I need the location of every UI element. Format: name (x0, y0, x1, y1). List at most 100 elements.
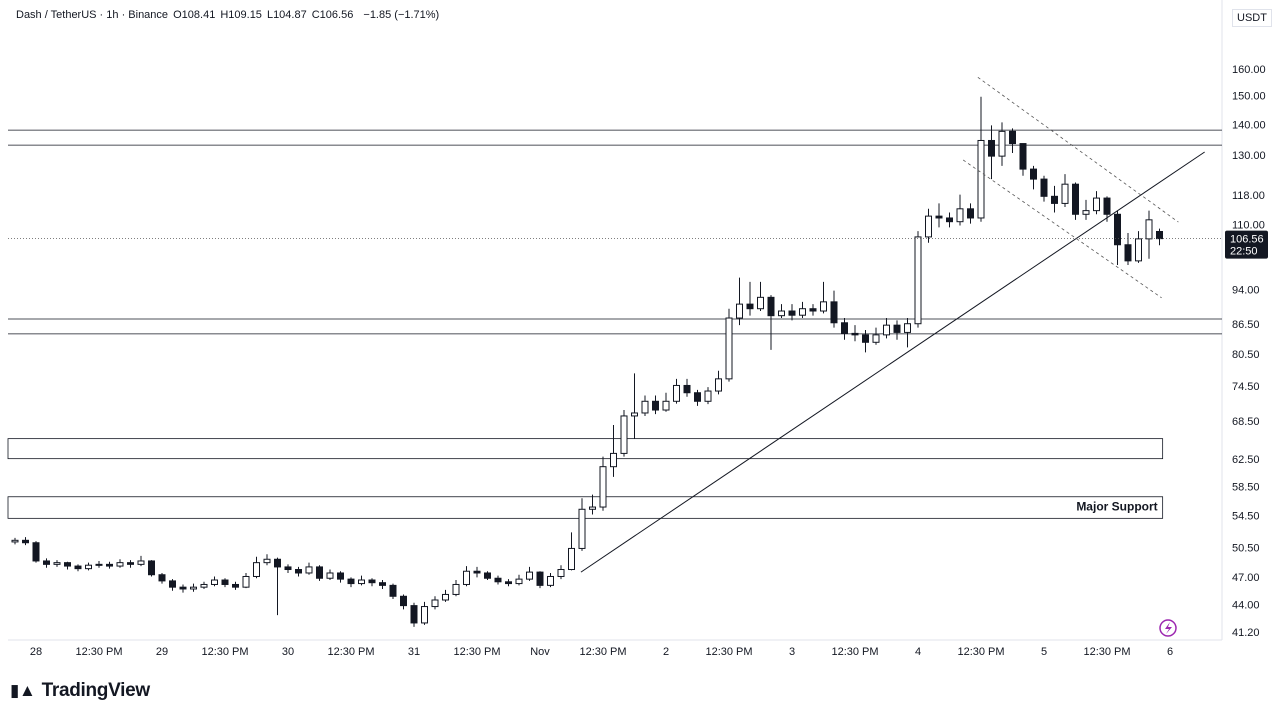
candle-body (568, 547, 575, 571)
y-tick-label: 50.50 (1232, 542, 1260, 554)
y-tick-label: 74.50 (1232, 381, 1260, 393)
candle-body (494, 577, 502, 583)
candle-body (904, 323, 911, 333)
candle-body (232, 583, 239, 588)
candle-body (925, 215, 932, 238)
x-tick-label: 12:30 PM (579, 646, 626, 658)
ohlc-label: C (311, 9, 320, 21)
candle-body (935, 215, 943, 219)
candle-body (190, 586, 197, 590)
candle-body (547, 575, 554, 586)
candle-body (673, 384, 680, 402)
x-tick-label: 12:30 PM (705, 646, 752, 658)
y-tick-label: 58.50 (1232, 481, 1260, 493)
brand-name: TradingView (41, 680, 151, 701)
change: −1.85 (−1.71%) (363, 9, 440, 21)
candle-body (53, 562, 61, 565)
candle-body (221, 579, 229, 585)
y-tick-label: 68.50 (1232, 416, 1260, 428)
y-tick-label: 62.50 (1232, 454, 1260, 466)
candle-body (379, 582, 386, 586)
candle-body (284, 566, 292, 571)
candle-body (946, 217, 953, 223)
candle-body (95, 563, 103, 566)
x-tick-label: 5 (1041, 646, 1047, 658)
price-tag-label: 106.56 (1230, 234, 1264, 246)
candle-body (116, 562, 124, 567)
candle-body (620, 415, 628, 454)
x-tick-label: 2 (663, 646, 669, 658)
channel-line (962, 159, 1162, 299)
zone (7, 438, 1164, 460)
x-tick-label: Nov (530, 646, 550, 658)
candle-body (1051, 195, 1058, 204)
candle-body (85, 564, 92, 570)
candle-body (998, 130, 1006, 157)
candle-body (757, 296, 764, 310)
x-tick-label: 12:30 PM (327, 646, 374, 658)
symbol: Dash / TetherUS · 1h · Binance (16, 9, 169, 21)
candle-body (337, 572, 344, 580)
ohlc-value: 108.41 (181, 9, 216, 21)
x-tick-label: 4 (915, 646, 921, 658)
candle-body (820, 301, 827, 312)
ohlc-value: 109.15 (228, 9, 262, 21)
candle-body (431, 599, 439, 608)
y-tick-label: 150.00 (1232, 91, 1266, 103)
y-tick-label: 130.00 (1232, 150, 1266, 162)
candle-body (389, 584, 397, 597)
candle-body (74, 565, 82, 570)
candle-body (557, 569, 565, 577)
candle-body (589, 506, 596, 510)
candle-body (305, 566, 313, 574)
candle-body (799, 308, 806, 316)
x-tick-label: 12:30 PM (453, 646, 500, 658)
candle-body (1061, 183, 1069, 204)
y-tick-label: 44.00 (1232, 600, 1260, 612)
candle-body (410, 605, 418, 624)
alert-icon[interactable] (1159, 619, 1177, 637)
y-tick-label: 94.00 (1232, 285, 1260, 297)
candle-body (169, 580, 176, 588)
ohlc-value: 106.56 (319, 9, 354, 21)
currency[interactable]: USDT (1232, 9, 1272, 27)
candle-body (515, 578, 523, 585)
candle-body (127, 562, 134, 565)
candle-body (893, 324, 901, 333)
x-tick-label: 3 (789, 646, 795, 658)
x-tick-label: 6 (1167, 646, 1173, 658)
y-tick-label: 80.50 (1232, 349, 1260, 361)
candle-body (830, 301, 838, 324)
x-tick-label: 12:30 PM (75, 646, 122, 658)
candle-body (32, 542, 40, 562)
candle-body (505, 581, 512, 585)
candle-body (578, 508, 586, 549)
candle-body (22, 539, 29, 544)
candle-body (253, 562, 260, 577)
candle-body (1103, 197, 1111, 215)
candle-body (452, 583, 460, 595)
x-tick-label: 31 (408, 646, 420, 658)
candle-body (442, 593, 449, 601)
brand: ▮▲ TradingView (10, 680, 150, 702)
x-tick-label: 12:30 PM (831, 646, 878, 658)
candle-body (662, 400, 670, 411)
candle-body (1030, 168, 1037, 180)
candle-body (725, 317, 733, 380)
candle-body (242, 575, 250, 588)
candle-body (599, 466, 607, 508)
candle-body (862, 334, 869, 343)
y-tick-label: 86.50 (1232, 319, 1260, 331)
candle-body (610, 452, 617, 468)
candle-body (1156, 230, 1163, 240)
candle-body (326, 572, 334, 579)
candle-body (956, 208, 964, 223)
x-tick-label: 30 (282, 646, 294, 658)
y-tick-label: 160.00 (1232, 64, 1266, 76)
candle-body (316, 566, 323, 579)
candle-body (158, 574, 166, 582)
candle-body (1009, 130, 1016, 145)
candle-body (463, 570, 470, 585)
alert-icon-bolt (1165, 622, 1172, 634)
price-tag (1225, 230, 1268, 259)
